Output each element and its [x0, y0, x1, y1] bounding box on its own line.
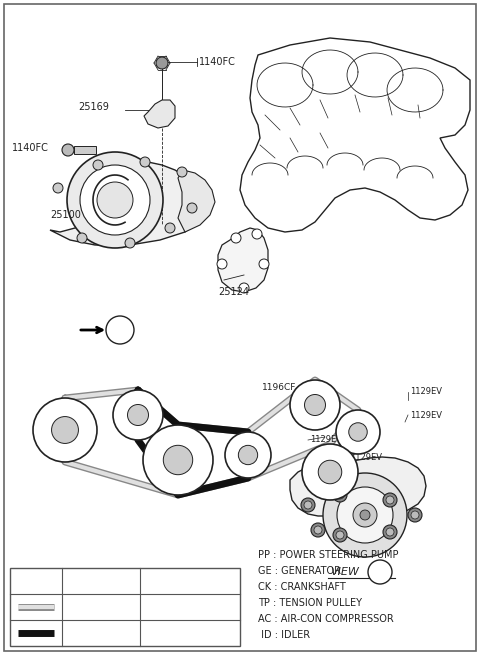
Circle shape — [113, 390, 163, 440]
Circle shape — [368, 560, 392, 584]
Text: TP : TENSION PULLEY: TP : TENSION PULLEY — [258, 598, 362, 608]
Circle shape — [163, 445, 192, 475]
Circle shape — [165, 223, 175, 233]
Circle shape — [353, 503, 377, 527]
Circle shape — [383, 493, 397, 507]
Circle shape — [301, 498, 315, 512]
Circle shape — [177, 167, 187, 177]
Circle shape — [311, 523, 325, 537]
Circle shape — [225, 432, 271, 478]
Text: TP: TP — [132, 411, 144, 419]
Circle shape — [259, 259, 269, 269]
Circle shape — [128, 405, 148, 426]
Text: CK : CRANKSHAFT: CK : CRANKSHAFT — [258, 582, 346, 592]
Text: 1129EV: 1129EV — [350, 453, 382, 462]
Circle shape — [62, 144, 74, 156]
Text: TP: TP — [241, 451, 254, 460]
Circle shape — [314, 526, 322, 534]
Text: PP : POWER STEERING PUMP: PP : POWER STEERING PUMP — [258, 550, 398, 560]
Text: GE: GE — [308, 400, 322, 409]
Text: 1140FC: 1140FC — [199, 57, 236, 67]
Text: AC: AC — [323, 468, 337, 476]
Polygon shape — [50, 162, 205, 245]
Circle shape — [93, 160, 103, 170]
Circle shape — [304, 501, 312, 509]
Text: PP: PP — [59, 426, 72, 434]
Text: GE : GENERATOR: GE : GENERATOR — [258, 566, 341, 576]
Polygon shape — [290, 457, 426, 516]
Circle shape — [77, 233, 87, 243]
Polygon shape — [144, 100, 175, 128]
Circle shape — [302, 444, 358, 500]
Circle shape — [239, 283, 249, 293]
Text: PNC: PNC — [180, 576, 201, 586]
Circle shape — [125, 238, 135, 248]
Text: 1129EV: 1129EV — [310, 436, 342, 445]
Bar — [10, 568, 240, 646]
Circle shape — [217, 259, 227, 269]
Circle shape — [383, 525, 397, 539]
Circle shape — [143, 425, 213, 495]
Circle shape — [360, 510, 370, 520]
Text: 1129EV: 1129EV — [410, 411, 442, 419]
Circle shape — [51, 417, 78, 443]
Text: 56-571: 56-571 — [84, 602, 118, 612]
Circle shape — [187, 203, 197, 213]
Circle shape — [231, 233, 241, 243]
Text: 97-976A: 97-976A — [81, 628, 121, 638]
Circle shape — [67, 152, 163, 248]
Text: 25124: 25124 — [218, 287, 249, 297]
Circle shape — [336, 410, 380, 454]
Circle shape — [290, 380, 340, 430]
Circle shape — [386, 496, 394, 504]
Text: 1196CF: 1196CF — [262, 383, 296, 392]
Circle shape — [336, 491, 344, 499]
Text: ID: ID — [353, 428, 363, 436]
Circle shape — [156, 57, 168, 69]
Text: GROUP NO: GROUP NO — [17, 576, 71, 586]
Text: 97713A: 97713A — [169, 628, 211, 638]
Bar — [74, 146, 96, 154]
Text: 1129EV: 1129EV — [308, 453, 340, 462]
Circle shape — [411, 511, 419, 519]
Polygon shape — [218, 228, 268, 292]
Text: CK: CK — [171, 455, 185, 464]
Circle shape — [408, 508, 422, 522]
Text: 25169: 25169 — [78, 102, 109, 112]
Circle shape — [386, 528, 394, 536]
Circle shape — [97, 182, 133, 218]
Circle shape — [336, 531, 344, 539]
Text: A: A — [116, 325, 124, 335]
Circle shape — [333, 528, 347, 542]
Circle shape — [333, 488, 347, 502]
Text: ID : IDLER: ID : IDLER — [258, 630, 310, 640]
Circle shape — [239, 445, 258, 464]
Circle shape — [80, 165, 150, 235]
Circle shape — [337, 487, 393, 543]
Circle shape — [106, 316, 134, 344]
Text: A: A — [376, 567, 384, 577]
Text: 1140FC: 1140FC — [12, 143, 49, 153]
Circle shape — [318, 460, 342, 484]
Text: 57231: 57231 — [173, 602, 207, 612]
Circle shape — [33, 398, 97, 462]
Text: VIEW: VIEW — [330, 567, 359, 577]
Text: 25100: 25100 — [50, 210, 81, 220]
Circle shape — [53, 183, 63, 193]
Circle shape — [304, 394, 325, 415]
Circle shape — [140, 157, 150, 167]
Circle shape — [349, 422, 367, 441]
Circle shape — [323, 473, 407, 557]
Text: AC : AIR-CON COMPRESSOR: AC : AIR-CON COMPRESSOR — [258, 614, 394, 624]
Text: 1129EV: 1129EV — [410, 388, 442, 396]
Circle shape — [252, 229, 262, 239]
Polygon shape — [178, 170, 215, 232]
Polygon shape — [240, 38, 470, 232]
